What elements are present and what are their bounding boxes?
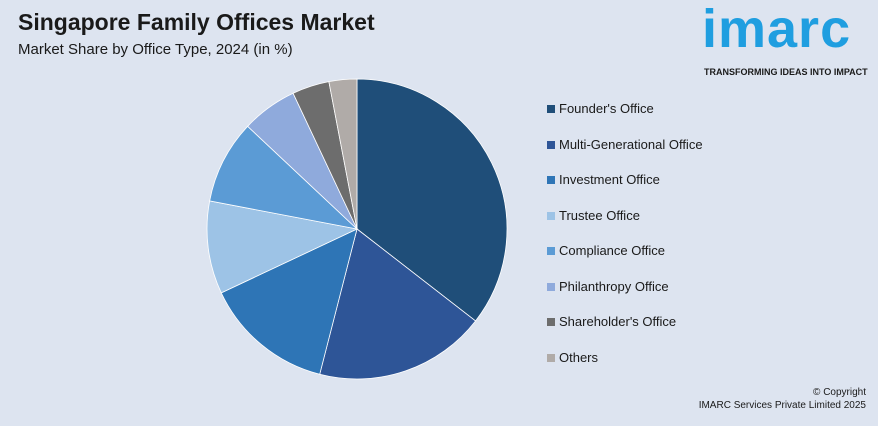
legend-item: Compliance Office [547, 243, 703, 279]
copyright-notice: © Copyright IMARC Services Private Limit… [699, 386, 866, 412]
pie-slice-others [328, 78, 358, 230]
pie-slice-multi-generational-office [319, 228, 477, 380]
legend-item: Shareholder's Office [547, 314, 703, 350]
legend-label: Others [559, 349, 599, 365]
legend-swatch [547, 176, 555, 184]
legend-swatch [547, 318, 555, 326]
legend-item: Founder's Office [547, 101, 703, 137]
legend-swatch [547, 140, 555, 149]
legend-label: Investment Office [559, 172, 660, 187]
legend-swatch [547, 105, 555, 113]
legend-item: Philanthropy Office [547, 279, 703, 315]
legend-label: Multi-Generational Office [559, 136, 703, 152]
pie-slice-compliance-office [209, 125, 359, 230]
legend-label: Philanthropy Office [559, 278, 669, 294]
legend-item: Others [547, 350, 703, 386]
legend-item: Investment Office [547, 172, 703, 208]
pie-slice-investment-office [220, 228, 358, 375]
copyright-line-2: IMARC Services Private Limited 2025 [698, 400, 866, 411]
legend-label: Shareholder's Office [559, 314, 677, 329]
legend-item: Trustee Office [547, 208, 703, 244]
legend-swatch [547, 353, 555, 362]
legend-label: Founder's Office [559, 101, 654, 116]
imarc-logo: imarc TRANSFORMING IDEAS INTO IMPACT [700, 0, 872, 80]
chart-subtitle: Market Share by Office Type, 2024 (in %) [18, 41, 293, 58]
legend-swatch [547, 247, 555, 255]
pie-slice-trustee-office [206, 200, 359, 294]
logo-tagline: TRANSFORMING IDEAS INTO IMPACT [704, 67, 868, 77]
legend-label: Trustee Office [559, 207, 640, 223]
legend-swatch [547, 211, 555, 220]
logo-wordmark: imarc [702, 0, 852, 59]
chart-title: Singapore Family Offices Market [18, 9, 375, 35]
chart-legend: Founder's Office Multi-Generational Offic… [547, 101, 703, 385]
pie-slice-founder-s-office [356, 78, 508, 322]
legend-swatch [547, 282, 555, 291]
legend-item: Multi-Generational Office [547, 137, 703, 173]
copyright-line-1: © Copyright [813, 387, 866, 398]
legend-label: Compliance Office [559, 243, 665, 258]
